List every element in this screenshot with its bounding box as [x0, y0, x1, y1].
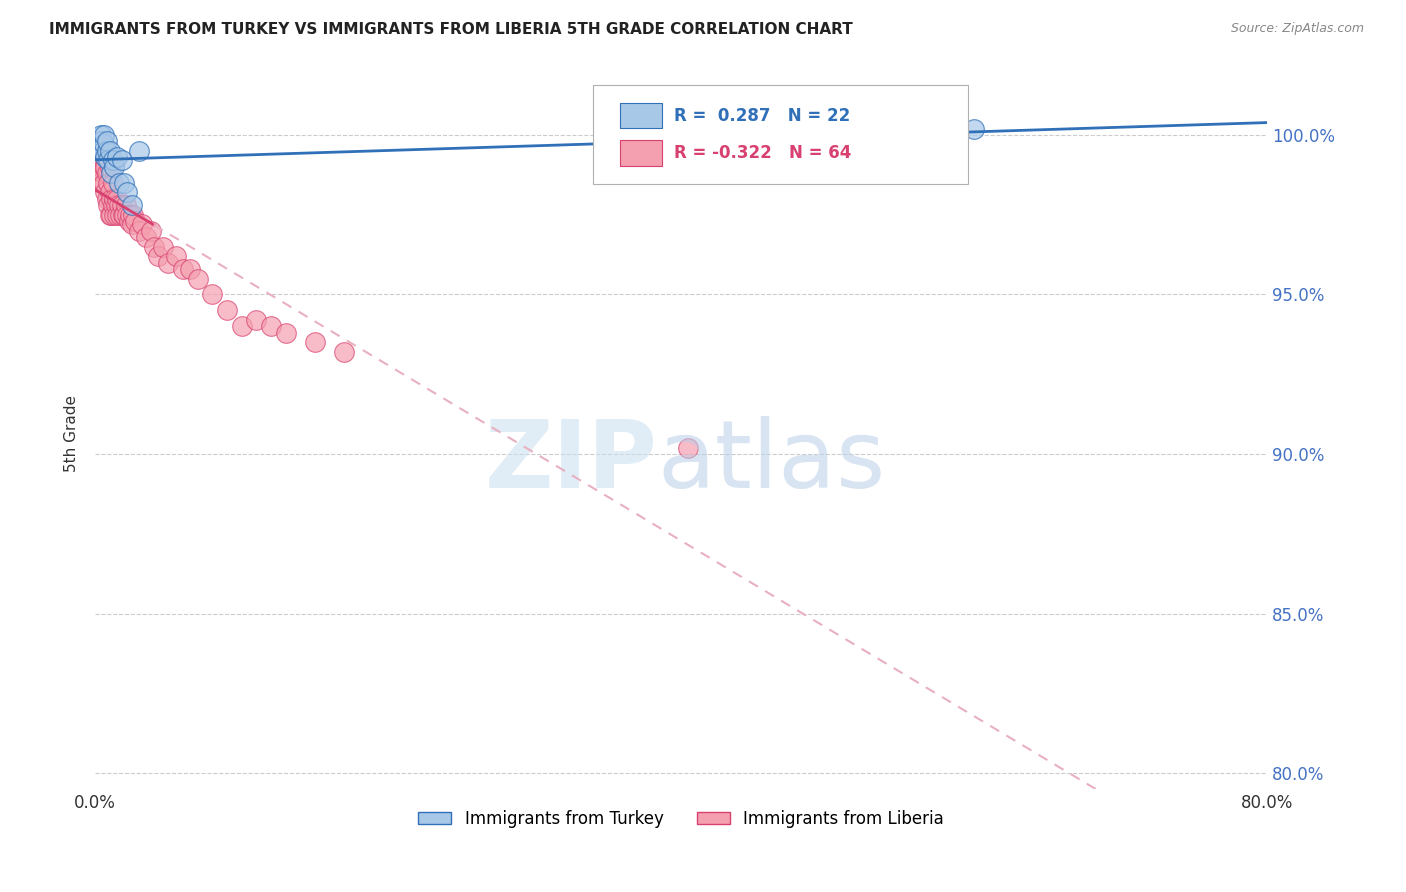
Text: ZIP: ZIP [485, 416, 658, 508]
Point [117, 208, 139, 222]
Point [94, 186, 117, 200]
Point [152, 239, 174, 253]
Point [90, 150, 112, 164]
Point [97, 176, 120, 190]
Point [86, 144, 108, 158]
Point [89, 160, 111, 174]
Point [122, 208, 145, 222]
Point [107, 176, 129, 190]
Point [121, 198, 143, 212]
Point [97, 153, 120, 168]
Point [98, 208, 121, 222]
Point [157, 255, 180, 269]
Point [110, 198, 132, 212]
Legend: Immigrants from Turkey, Immigrants from Liberia: Immigrants from Turkey, Immigrants from … [411, 803, 950, 834]
Point [90, 176, 112, 190]
Point [93, 176, 115, 190]
Point [94, 150, 117, 164]
Point [333, 345, 356, 359]
Point [963, 121, 986, 136]
Point [96, 166, 118, 180]
Y-axis label: 5th Grade: 5th Grade [65, 395, 79, 472]
Point [87, 141, 110, 155]
Point [107, 198, 129, 212]
Point [93, 137, 115, 152]
Point [179, 262, 201, 277]
Point [101, 153, 124, 168]
Point [121, 217, 143, 231]
Point [128, 224, 150, 238]
Point [96, 192, 118, 206]
Point [98, 160, 121, 174]
Point [103, 160, 125, 174]
Point [111, 208, 134, 222]
Point [114, 208, 136, 222]
Point [172, 262, 194, 277]
Point [201, 287, 224, 301]
Point [274, 326, 297, 340]
Point [108, 208, 131, 222]
Point [139, 224, 162, 238]
Point [96, 144, 118, 158]
Point [100, 208, 122, 222]
FancyBboxPatch shape [620, 140, 662, 166]
Point [96, 134, 118, 148]
Point [120, 208, 142, 222]
Point [90, 128, 112, 142]
Point [91, 144, 114, 158]
Point [131, 217, 153, 231]
Point [245, 313, 267, 327]
Point [91, 153, 114, 168]
Point [97, 198, 120, 212]
Point [124, 214, 146, 228]
Point [304, 335, 326, 350]
Text: R =  0.287   N = 22: R = 0.287 N = 22 [673, 106, 851, 125]
Text: atlas: atlas [658, 416, 886, 508]
Point [110, 153, 132, 168]
Point [91, 166, 114, 180]
Point [115, 198, 138, 212]
Point [93, 160, 115, 174]
Point [260, 319, 283, 334]
Point [101, 176, 124, 190]
Point [187, 271, 209, 285]
Point [93, 128, 115, 142]
Text: IMMIGRANTS FROM TURKEY VS IMMIGRANTS FROM LIBERIA 5TH GRADE CORRELATION CHART: IMMIGRANTS FROM TURKEY VS IMMIGRANTS FRO… [49, 22, 853, 37]
Point [90, 134, 112, 148]
Point [128, 144, 150, 158]
Point [114, 176, 136, 190]
Point [94, 160, 117, 174]
Point [118, 214, 141, 228]
Point [105, 150, 128, 164]
Point [91, 144, 114, 158]
Point [100, 166, 122, 180]
Text: Source: ZipAtlas.com: Source: ZipAtlas.com [1230, 22, 1364, 36]
Point [103, 208, 125, 222]
Point [104, 198, 127, 212]
Point [87, 137, 110, 152]
Point [98, 144, 121, 158]
FancyBboxPatch shape [620, 103, 662, 128]
FancyBboxPatch shape [593, 85, 969, 185]
Point [165, 249, 187, 263]
Point [105, 208, 128, 222]
Point [146, 249, 169, 263]
Point [89, 147, 111, 161]
Point [90, 160, 112, 174]
Point [103, 192, 125, 206]
Point [105, 192, 128, 206]
Point [142, 239, 165, 253]
Point [135, 230, 157, 244]
Text: R = -0.322   N = 64: R = -0.322 N = 64 [673, 145, 852, 162]
Point [215, 303, 238, 318]
Point [87, 150, 110, 164]
Point [98, 186, 121, 200]
Point [100, 192, 122, 206]
Point [678, 441, 700, 455]
Point [231, 319, 253, 334]
Point [101, 198, 124, 212]
Point [117, 186, 139, 200]
